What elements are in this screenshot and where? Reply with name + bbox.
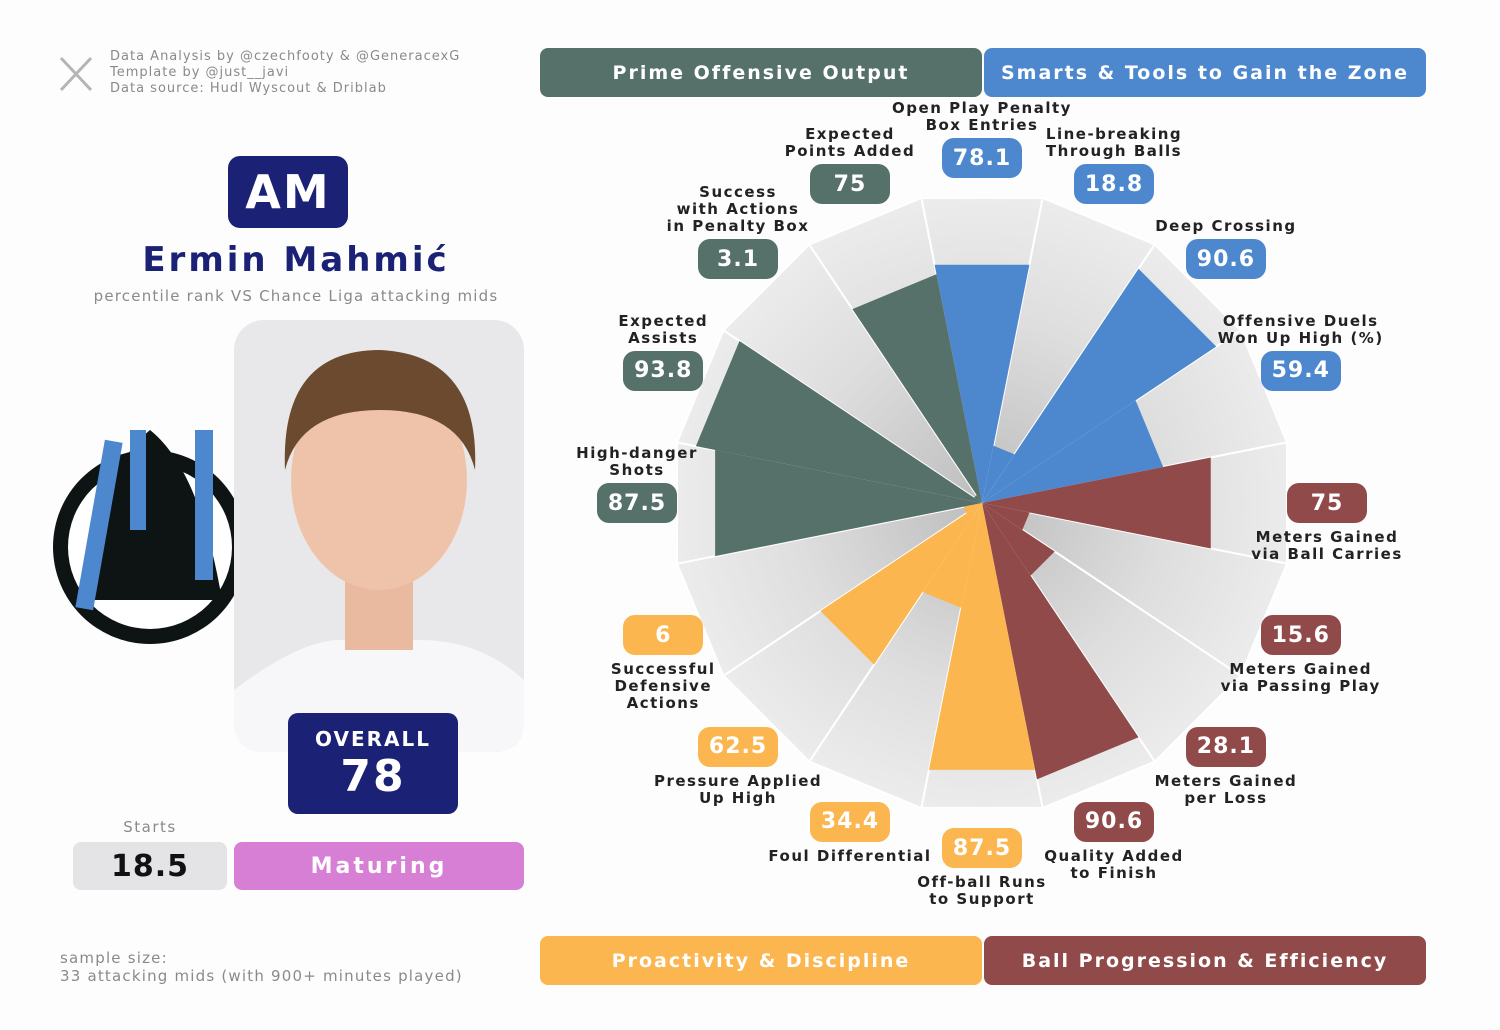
category-label: Meters Gained via Ball Carries bbox=[1251, 528, 1403, 563]
bar bbox=[982, 445, 1015, 503]
overall-value: 78 bbox=[340, 751, 406, 802]
overall-box: OVERALL 78 bbox=[288, 713, 458, 814]
value-label: 75 bbox=[809, 164, 890, 205]
player-name: Ermin Mahmić bbox=[142, 240, 450, 280]
credit-line: Template by @just__javi bbox=[110, 65, 290, 80]
category-label: Expected Points Added bbox=[784, 125, 916, 161]
bar bbox=[973, 494, 982, 503]
x-logo bbox=[59, 56, 93, 92]
subtitle: percentile rank VS Chance Liga attacking… bbox=[93, 287, 499, 305]
value-label: 75 bbox=[1287, 483, 1367, 523]
value-label: 90.6 bbox=[1185, 239, 1266, 280]
player-photo bbox=[234, 320, 524, 752]
legend-item: Proactivity & Discipline bbox=[540, 936, 982, 985]
value-label: 28.1 bbox=[1185, 726, 1266, 767]
bar bbox=[982, 400, 1164, 503]
value-label: 62.5 bbox=[698, 726, 779, 767]
category-label: Meters Gained per Loss bbox=[1154, 771, 1298, 807]
category-label: Pressure Applied Up High bbox=[653, 771, 823, 807]
value-label: 87.5 bbox=[597, 483, 677, 523]
bar bbox=[963, 503, 982, 514]
bar bbox=[715, 449, 982, 557]
club-logo bbox=[53, 430, 247, 644]
category-label: Deep Crossing bbox=[1155, 217, 1297, 236]
value-label: 93.8 bbox=[623, 350, 704, 391]
legend-item: Ball Progression & Efficiency bbox=[984, 936, 1426, 985]
legend-item: Prime Offensive Output bbox=[540, 48, 982, 97]
value-label: 15.6 bbox=[1260, 615, 1341, 656]
bar bbox=[820, 503, 982, 665]
bar bbox=[922, 503, 982, 608]
category-label: Successful Defensive Actions bbox=[610, 660, 716, 713]
value-label: 34.4 bbox=[809, 801, 890, 842]
polar-chart bbox=[675, 196, 1289, 810]
position-badge: AM bbox=[228, 156, 348, 228]
overall-label: OVERALL bbox=[315, 727, 431, 751]
value-label: 18.8 bbox=[1074, 164, 1155, 205]
credit-line: Data Analysis by @czechfooty & @Generace… bbox=[110, 49, 461, 64]
category-label: Open Play Penalty Box Entries bbox=[892, 99, 1072, 134]
bar bbox=[695, 340, 982, 503]
credit-line: Data source: Hudl Wyscout & Driblab bbox=[110, 81, 387, 96]
bar bbox=[928, 503, 1036, 770]
value-label: 3.1 bbox=[698, 239, 779, 280]
value-label: 87.5 bbox=[942, 828, 1022, 868]
category-label: Foul Differential bbox=[768, 846, 932, 865]
starts-value: 18.5 bbox=[73, 842, 227, 890]
value-label: 59.4 bbox=[1260, 350, 1341, 391]
bar bbox=[982, 503, 1030, 530]
bar bbox=[982, 503, 1055, 576]
status-badge: Maturing bbox=[234, 842, 524, 890]
sample-line: 33 attacking mids (with 900+ minutes pla… bbox=[60, 967, 463, 985]
value-label: 78.1 bbox=[942, 138, 1022, 178]
value-label: 6 bbox=[623, 615, 704, 656]
bar bbox=[982, 503, 1139, 780]
bar bbox=[852, 274, 982, 503]
category-label: Expected Assists bbox=[618, 311, 709, 347]
credits: Data Analysis by @czechfooty & @Generace… bbox=[110, 49, 460, 97]
sample-size: sample size: 33 attacking mids (with 900… bbox=[60, 949, 463, 985]
category-label: Off-ball Runs to Support bbox=[917, 873, 1047, 908]
category-label: Success with Actions in Penalty Box bbox=[666, 183, 810, 236]
category-label: Line-breaking Through Balls bbox=[1045, 125, 1183, 161]
bar bbox=[982, 268, 1217, 503]
category-label: Offensive Duels Won Up High (%) bbox=[1217, 311, 1384, 347]
value-label: 90.6 bbox=[1074, 801, 1155, 842]
category-label: Quality Added to Finish bbox=[1044, 846, 1184, 882]
legend-item: Smarts & Tools to Gain the Zone bbox=[984, 48, 1426, 97]
bar bbox=[934, 264, 1030, 503]
starts-label: Starts bbox=[123, 818, 177, 836]
category-label: High-danger Shots bbox=[576, 444, 698, 479]
sample-line: sample size: bbox=[60, 949, 168, 967]
bar bbox=[982, 457, 1211, 549]
category-label: Meters Gained via Passing Play bbox=[1220, 660, 1381, 696]
